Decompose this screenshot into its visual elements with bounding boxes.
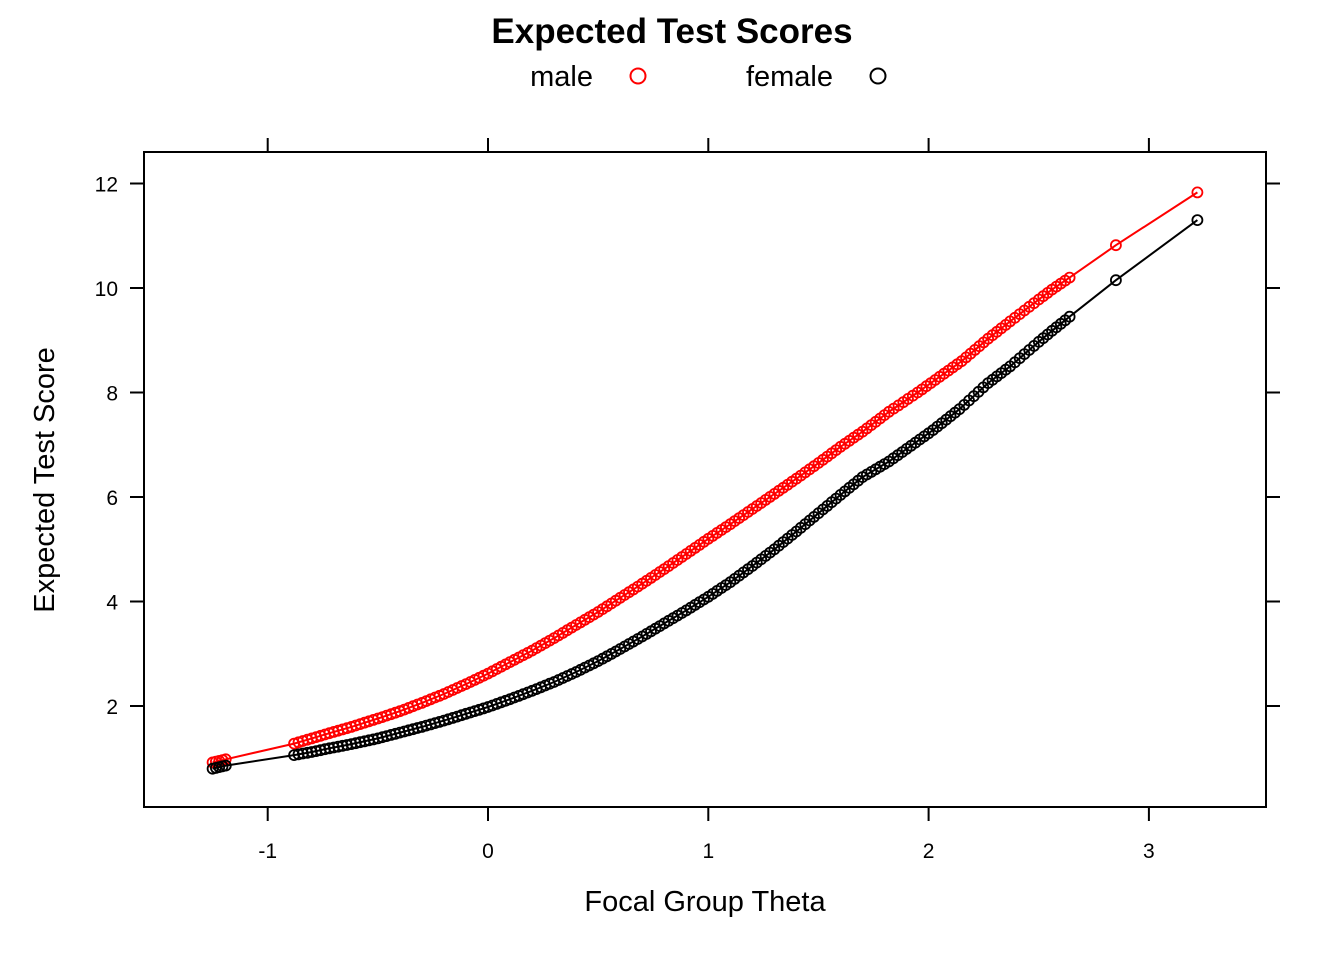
data-point (296, 747, 309, 760)
series-male (206, 186, 1204, 769)
series-line (212, 219, 1198, 770)
data-point (219, 759, 232, 772)
data-point (336, 739, 349, 752)
x-tick-label: -1 (258, 840, 277, 863)
chart-title: Expected Test Scores (491, 12, 852, 51)
data-series (206, 186, 1204, 775)
legend-marker-icon (869, 67, 887, 85)
data-point (1063, 271, 1076, 284)
data-point (314, 744, 327, 757)
data-point (1110, 239, 1122, 252)
data-point (1191, 214, 1204, 227)
plot-area (143, 151, 1267, 808)
data-point (1191, 186, 1204, 199)
data-point (341, 739, 353, 751)
data-point (319, 743, 331, 756)
legend-label-female: female (746, 61, 833, 93)
series-line (212, 191, 1198, 764)
data-point (310, 745, 323, 757)
x-axis-label: Focal Group Theta (584, 886, 826, 918)
data-point (345, 738, 358, 750)
data-point (219, 753, 232, 766)
series-female (206, 214, 1204, 775)
data-point (301, 746, 314, 759)
data-point (1063, 310, 1076, 323)
y-tick-label: 8 (106, 383, 118, 406)
data-point (292, 748, 305, 761)
x-tick-label: 1 (702, 840, 714, 863)
y-tick-label: 2 (106, 696, 118, 719)
legend-label-male: male (530, 61, 593, 93)
data-point (358, 735, 371, 748)
data-point (323, 742, 336, 755)
x-tick-label: 0 (482, 840, 494, 863)
data-point (1110, 274, 1122, 287)
data-point (354, 736, 367, 749)
data-point (332, 740, 345, 753)
data-point (349, 737, 362, 750)
legend: male female (530, 61, 887, 93)
data-point (305, 746, 318, 758)
x-tick-label: 3 (1143, 840, 1155, 863)
y-tick-label: 6 (106, 487, 118, 510)
y-tick-label: 12 (95, 174, 118, 197)
legend-marker-icon (629, 67, 647, 85)
y-tick-label: 10 (95, 278, 118, 301)
y-tick-label: 4 (106, 592, 118, 615)
x-tick-label: 2 (923, 840, 935, 863)
data-point (288, 749, 301, 761)
y-axis-label: Expected Test Score (29, 347, 61, 612)
data-point (327, 741, 340, 754)
